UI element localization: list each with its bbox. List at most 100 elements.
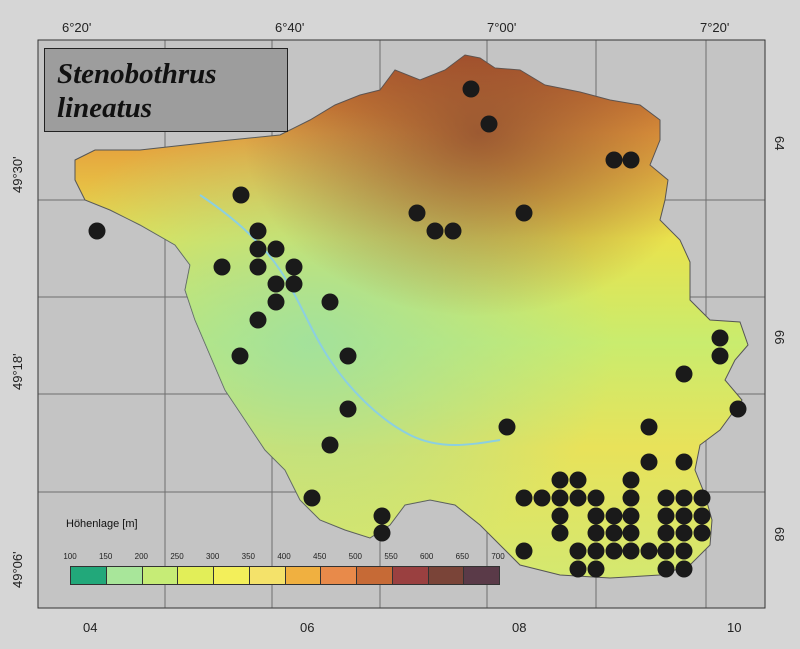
legend-swatch xyxy=(142,567,179,584)
record-dot xyxy=(675,524,693,542)
record-dot xyxy=(569,542,587,560)
bottom-label-3: 08 xyxy=(512,620,527,635)
record-dot xyxy=(605,524,623,542)
record-dot xyxy=(551,507,569,525)
record-dot xyxy=(587,507,605,525)
record-dot xyxy=(373,524,391,542)
record-dot xyxy=(408,204,426,222)
record-dot xyxy=(231,347,249,365)
record-dot xyxy=(693,524,711,542)
record-dot xyxy=(249,258,267,276)
record-dot xyxy=(285,258,303,276)
legend-tick-label: 100 xyxy=(63,552,77,561)
left-label-1: 49°30' xyxy=(10,156,25,193)
record-dot xyxy=(693,489,711,507)
record-dot xyxy=(339,400,357,418)
record-dot xyxy=(444,222,462,240)
left-label-3: 49°06' xyxy=(10,551,25,588)
record-dot xyxy=(605,151,623,169)
legend-tick-label: 200 xyxy=(134,552,149,561)
record-dot xyxy=(675,489,693,507)
legend-tick-label: 600 xyxy=(419,552,434,561)
record-dot xyxy=(267,275,285,293)
record-dot xyxy=(693,507,711,525)
record-dot xyxy=(657,507,675,525)
legend-tick-label: 700 xyxy=(491,552,505,561)
record-dot xyxy=(88,222,106,240)
legend-swatch xyxy=(464,567,499,584)
legend-tick-label: 400 xyxy=(277,552,291,561)
record-dot xyxy=(551,524,569,542)
left-label-2: 49°18' xyxy=(10,353,25,390)
record-dot xyxy=(640,542,658,560)
record-dots xyxy=(88,80,747,578)
record-dot xyxy=(462,80,480,98)
right-label-2: 66 xyxy=(772,330,787,345)
record-dot xyxy=(249,222,267,240)
legend-swatch xyxy=(321,567,357,584)
record-dot xyxy=(515,542,533,560)
record-dot xyxy=(675,453,693,471)
record-dot xyxy=(622,489,640,507)
record-dot xyxy=(569,489,587,507)
record-dot xyxy=(622,471,640,489)
record-dot xyxy=(675,560,693,578)
record-dot xyxy=(657,524,675,542)
record-dot xyxy=(267,240,285,258)
bottom-label-2: 06 xyxy=(300,620,315,635)
right-label-1: 64 xyxy=(772,136,787,151)
legend-title: Höhenlage [m] xyxy=(66,518,138,530)
legend-swatch xyxy=(285,567,322,584)
record-dot xyxy=(675,507,693,525)
top-label-4: 7°20' xyxy=(700,20,730,35)
record-dot xyxy=(622,507,640,525)
record-dot xyxy=(640,418,658,436)
bottom-label-1: 04 xyxy=(83,620,98,635)
legend-swatch xyxy=(214,567,250,584)
record-dot xyxy=(657,560,675,578)
record-dot xyxy=(551,489,569,507)
legend-tick-label: 650 xyxy=(455,552,470,561)
legend-tick-label: 150 xyxy=(98,552,113,561)
legend-swatch xyxy=(249,567,286,584)
record-dot xyxy=(249,311,267,329)
record-dot xyxy=(640,453,658,471)
record-dot xyxy=(232,186,250,204)
record-dot xyxy=(587,489,605,507)
legend-tick-label: 450 xyxy=(312,552,327,561)
record-dot xyxy=(587,524,605,542)
record-dot xyxy=(622,542,640,560)
legend-swatch xyxy=(428,567,465,584)
species-epithet: lineatus xyxy=(57,92,153,124)
legend-swatch xyxy=(178,567,214,584)
record-dot xyxy=(498,418,516,436)
elevation-color-bar xyxy=(70,566,500,585)
record-dot xyxy=(249,240,267,258)
record-dot xyxy=(321,436,339,454)
record-dot xyxy=(515,204,533,222)
record-dot xyxy=(711,329,729,347)
record-dot xyxy=(285,275,303,293)
record-dot xyxy=(515,489,533,507)
record-dot xyxy=(675,365,693,383)
record-dot xyxy=(373,507,391,525)
legend-swatch xyxy=(71,567,107,584)
record-dot xyxy=(213,258,231,276)
legend-swatch xyxy=(392,567,429,584)
legend-tick-label: 500 xyxy=(348,552,363,561)
legend-tick-label: 300 xyxy=(205,552,220,561)
record-dot xyxy=(426,222,444,240)
record-dot xyxy=(303,489,321,507)
record-dot xyxy=(533,489,551,507)
record-dot xyxy=(711,347,729,365)
record-dot xyxy=(675,542,693,560)
bottom-label-4: 10 xyxy=(727,620,742,635)
record-dot xyxy=(657,542,675,560)
record-dot xyxy=(267,293,285,311)
top-label-1: 6°20' xyxy=(62,20,92,35)
record-dot xyxy=(622,524,640,542)
legend-swatch xyxy=(357,567,393,584)
record-dot xyxy=(622,151,640,169)
record-dot xyxy=(551,471,569,489)
legend-tick-label: 250 xyxy=(170,552,184,561)
